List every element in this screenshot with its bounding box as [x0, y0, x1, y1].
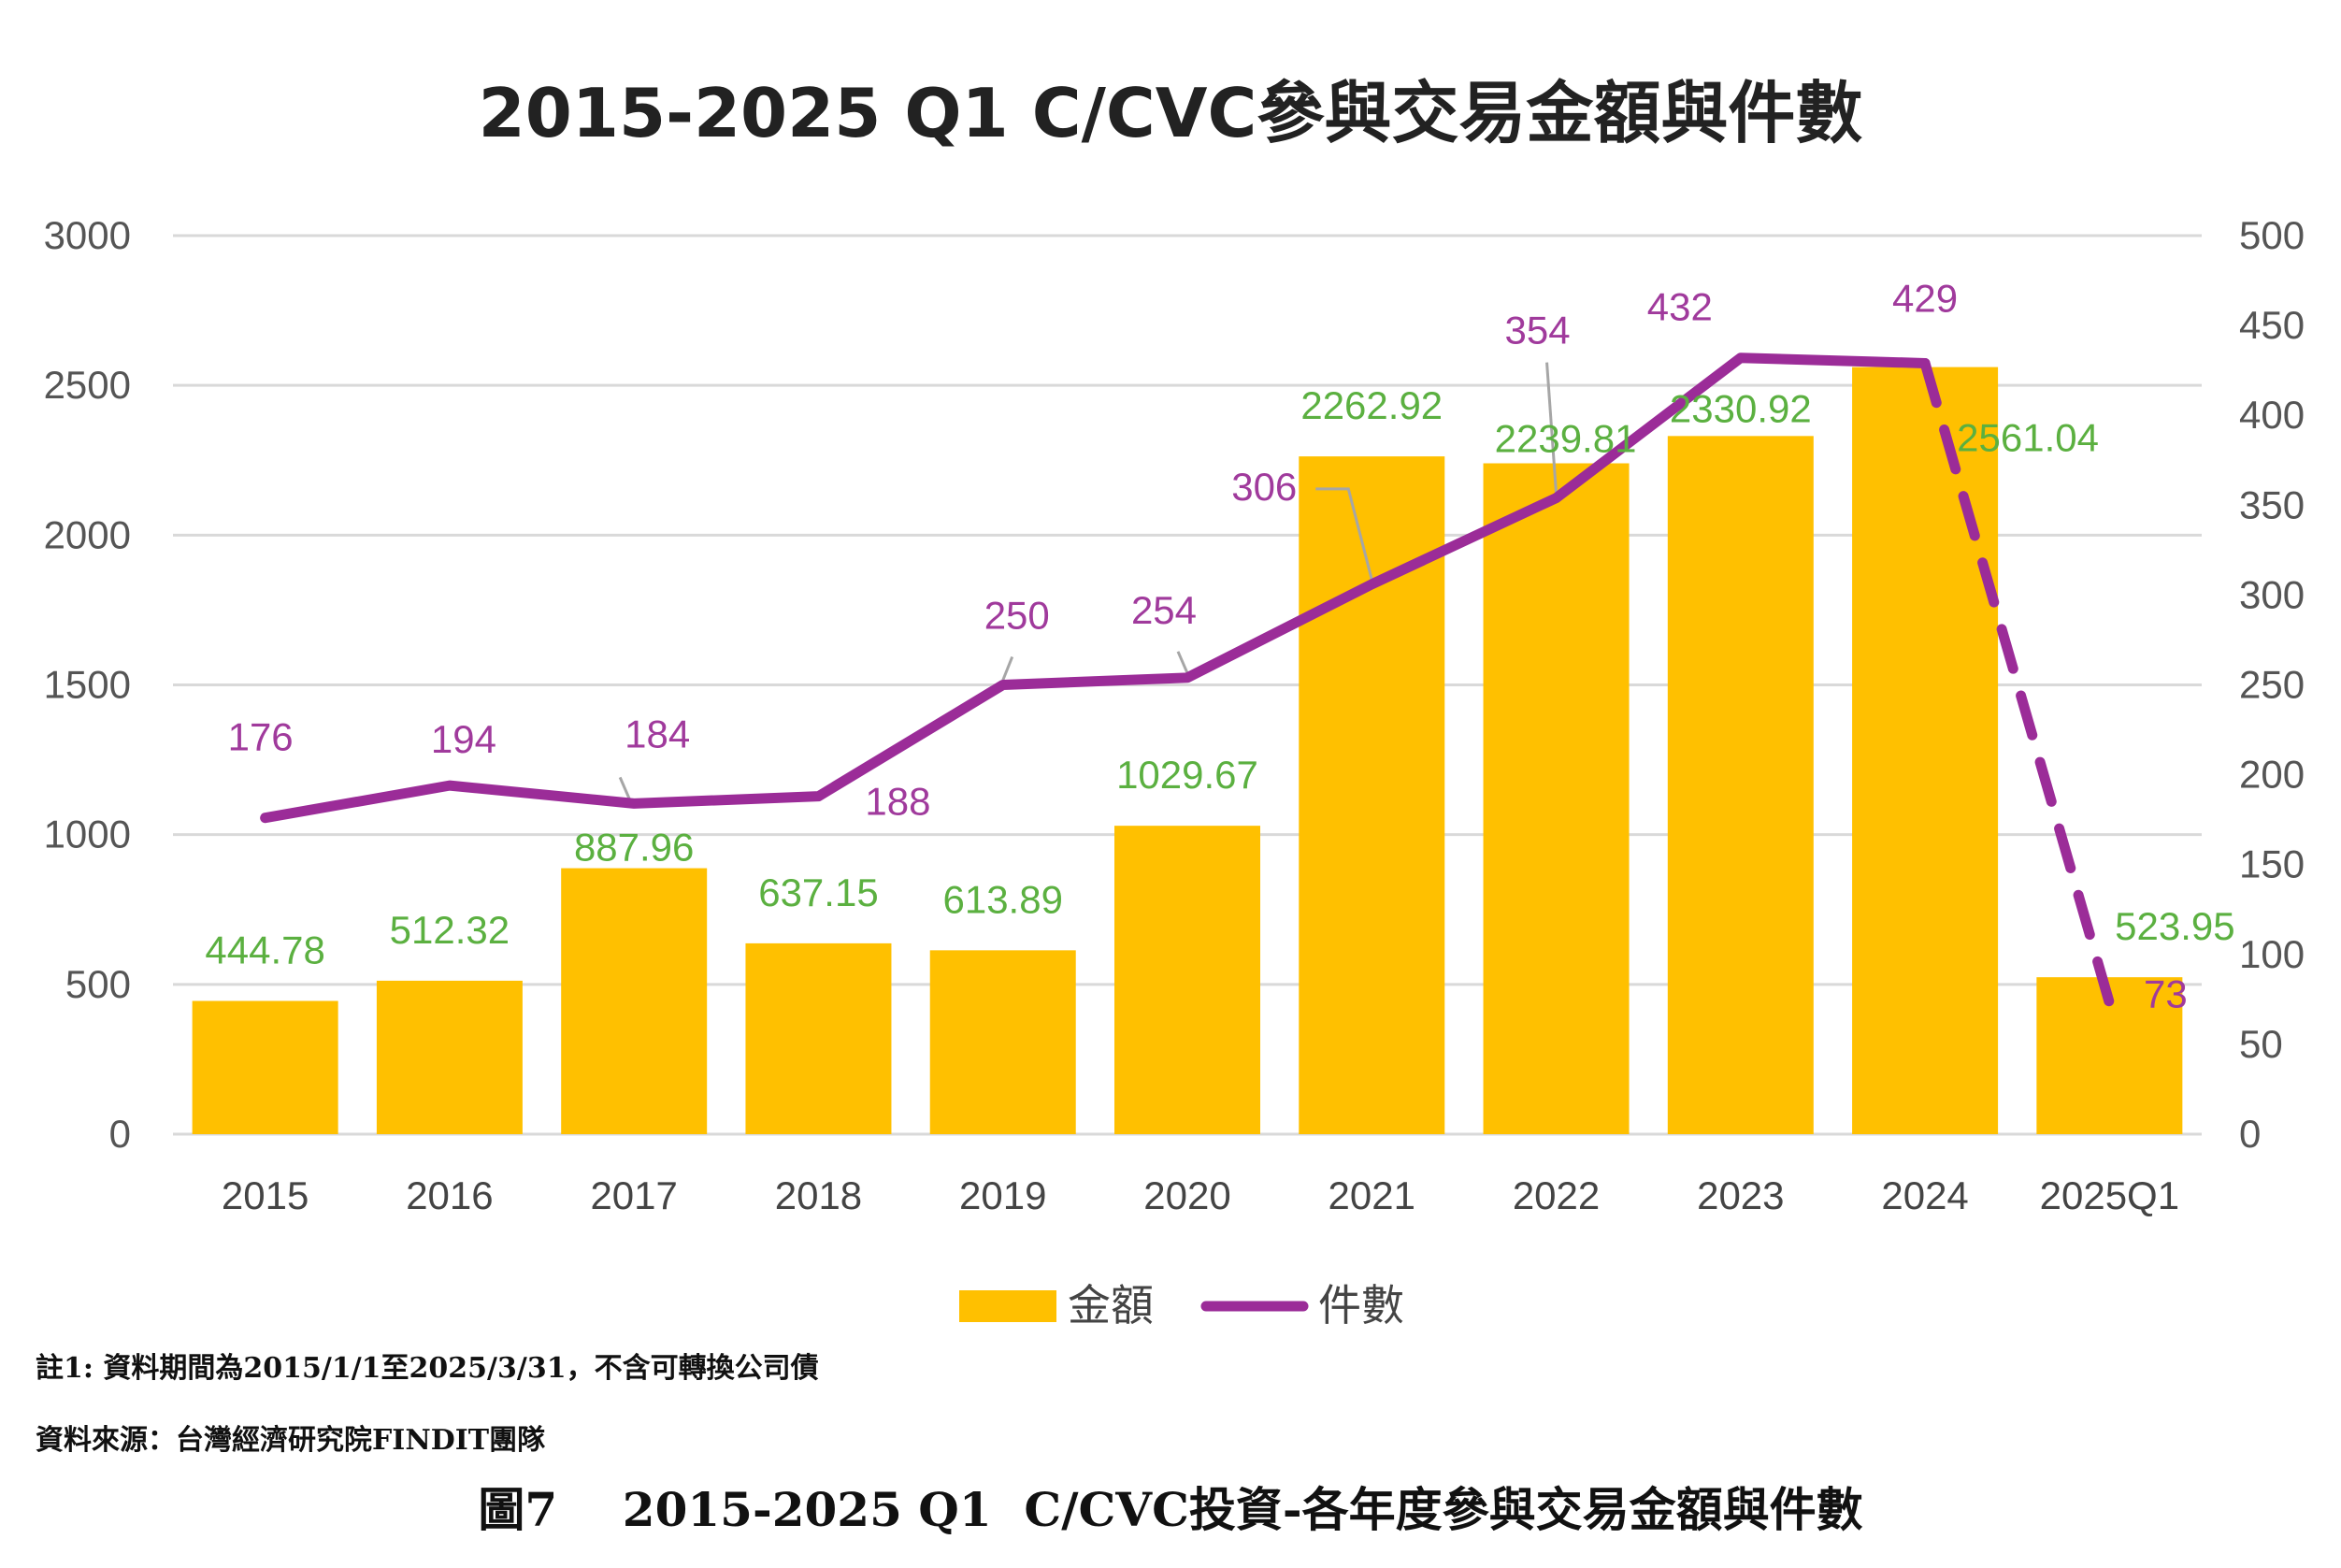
bar-value-label: 637.15	[758, 870, 878, 914]
x-tick-label: 2025Q1	[2040, 1173, 2179, 1217]
bar	[929, 950, 1076, 1134]
y-right-tick-label: 100	[2239, 932, 2305, 976]
y-right-tick-label: 200	[2239, 753, 2305, 797]
source-note: 資料來源：台灣經濟研究院FINDIT團隊	[36, 1424, 546, 1457]
bar-value-label: 2239.81	[1495, 417, 1637, 461]
count-value-label: 254	[1131, 588, 1197, 632]
x-tick-label: 2020	[1143, 1173, 1230, 1217]
bar	[1483, 463, 1630, 1135]
axis-tick-labels: 0 500 1000 1500 2000 2500 3000 0 50 100 150 200 250 3…	[44, 213, 2305, 1217]
count-value-label: 306	[1231, 465, 1297, 509]
x-tick-label: 2023	[1697, 1173, 1784, 1217]
x-tick-label: 2021	[1328, 1173, 1415, 1217]
count-value-label: 354	[1505, 309, 1571, 352]
data-labels: 444.78 512.32 887.96 637.15 613.89 1029.67 226…	[205, 276, 2234, 1015]
x-tick-label: 2022	[1513, 1173, 1600, 1217]
y-right-tick-label: 450	[2239, 303, 2305, 347]
bar-value-label: 444.78	[205, 928, 324, 972]
label-leader-line	[1176, 651, 1189, 674]
count-line-projection	[1919, 357, 2115, 1009]
bar	[192, 1000, 338, 1134]
chart-title: 2015-2025 Q1 C/CVC參與交易金額與件數	[478, 74, 1863, 152]
y-left-tick-label: 2000	[44, 512, 131, 556]
bar-value-label: 613.89	[942, 877, 1062, 921]
legend-label-count: 件數	[1318, 1280, 1404, 1331]
bar	[1852, 367, 1999, 1134]
y-left-tick-label: 3000	[44, 213, 131, 257]
bar-value-label: 1029.67	[1116, 753, 1258, 797]
x-tick-label: 2018	[775, 1173, 862, 1217]
count-value-label: 188	[865, 780, 930, 824]
label-leader-line	[1545, 362, 1558, 494]
bar	[1667, 436, 1814, 1134]
bar	[561, 868, 708, 1134]
legend-label-amount: 金額	[1068, 1280, 1154, 1331]
figure-caption: 圖7 2015-2025 Q1 C/CVC投資-各年度參與交易金額與件數	[478, 1482, 1863, 1537]
count-value-label: 184	[625, 712, 690, 755]
leader-lines	[618, 362, 1558, 799]
y-right-tick-label: 0	[2239, 1112, 2261, 1156]
y-right-tick-label: 500	[2239, 213, 2305, 257]
count-value-label: 429	[1892, 276, 1958, 320]
y-right-tick-label: 50	[2239, 1022, 2283, 1066]
x-tick-label: 2016	[406, 1173, 493, 1217]
x-tick-label: 2024	[1881, 1173, 1968, 1217]
y-left-tick-label: 500	[65, 962, 131, 1006]
bar-value-label: 2330.92	[1670, 386, 1812, 430]
y-left-tick-label: 1500	[44, 663, 131, 707]
y-right-tick-label: 300	[2239, 572, 2305, 616]
bar-value-label: 2262.92	[1300, 383, 1443, 427]
bar	[1114, 826, 1260, 1134]
label-leader-line	[1315, 487, 1373, 581]
count-value-label: 176	[228, 715, 294, 759]
y-right-tick-label: 350	[2239, 482, 2305, 526]
count-value-label: 432	[1647, 285, 1713, 329]
legend-swatch-amount	[959, 1290, 1056, 1322]
bar	[745, 942, 892, 1134]
label-leader-line	[1001, 655, 1014, 682]
bar-series	[192, 367, 2183, 1135]
footnote: 註1: 資料期間為2015/1/1至2025/3/31，不含可轉換公司債	[36, 1352, 819, 1385]
y-right-tick-label: 400	[2239, 393, 2305, 437]
bar-value-label: 523.95	[2115, 904, 2234, 948]
y-left-tick-label: 0	[109, 1112, 131, 1156]
line-series	[260, 352, 2115, 1009]
x-tick-label: 2017	[590, 1173, 677, 1217]
y-left-tick-label: 2500	[44, 363, 131, 407]
y-left-tick-label: 1000	[44, 813, 131, 856]
bar	[376, 980, 523, 1134]
count-line	[260, 352, 1931, 824]
label-leader-line	[618, 776, 631, 799]
count-value-label: 73	[2144, 972, 2188, 1016]
bar	[1299, 456, 1445, 1134]
bar-value-label: 2561.04	[1957, 416, 2099, 460]
count-value-label: 194	[431, 717, 496, 761]
y-right-tick-label: 250	[2239, 663, 2305, 707]
y-right-tick-label: 150	[2239, 842, 2305, 886]
bar-value-label: 512.32	[390, 908, 510, 952]
bar-value-label: 887.96	[574, 826, 694, 870]
legend: 金額 件數	[959, 1280, 1404, 1331]
count-value-label: 250	[984, 594, 1050, 638]
x-tick-label: 2019	[959, 1173, 1046, 1217]
x-tick-label: 2015	[222, 1173, 309, 1217]
